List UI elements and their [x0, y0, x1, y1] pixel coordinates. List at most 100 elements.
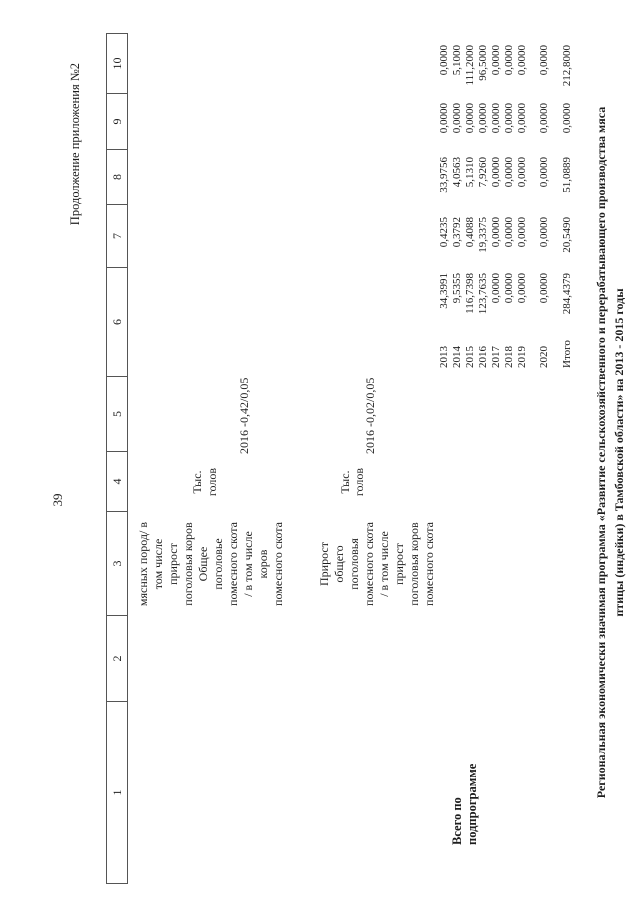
year-row: 2016 123,7635 19,3375 7,9260 0,0000 96,5… — [477, 31, 490, 378]
value-col10: 0,0000 — [503, 45, 515, 76]
value-col7: 0,0000 — [503, 217, 515, 248]
value-col9: 0,0000 — [561, 103, 573, 134]
value-col6: 9,5355 — [451, 273, 463, 304]
value-col6: 284,4379 — [561, 273, 573, 315]
unit-line: Тыс. — [338, 470, 352, 494]
column-header-1: 1 — [106, 701, 128, 884]
value-col7: 0,4088 — [464, 217, 476, 248]
indicator-2-line: помесного скота — [362, 522, 376, 606]
value-col7: 0,0000 — [516, 217, 528, 248]
indicator-2-line: поголовья — [347, 538, 361, 590]
column-header-9: 9 — [106, 93, 128, 150]
indicator-2-line: прирост — [392, 543, 406, 585]
year-row: 2019 0,0000 0,0000 0,0000 0,0000 0,0000 — [516, 31, 529, 378]
value-col8: 0,0000 — [503, 157, 515, 188]
value-col9: 0,0000 — [538, 103, 550, 134]
indicator-1-line: том числе — [151, 538, 165, 590]
indicator-1-line: помесного скота — [271, 522, 285, 606]
value-col7: 0,0000 — [490, 217, 502, 248]
column-header-6: 6 — [106, 267, 128, 377]
value-col6: 0,0000 — [538, 273, 550, 304]
column-header-7: 7 — [106, 204, 128, 268]
value-col6: 34,3991 — [438, 273, 450, 309]
value-col8: 0,0000 — [538, 157, 550, 188]
indicator-1-line: поголовье — [211, 538, 225, 590]
value-col9: 0,0000 — [438, 103, 450, 134]
indicator-1-line: мясных пород/ в — [136, 521, 150, 607]
indicator-1-line: / в том числе — [241, 531, 255, 597]
value-col7: 0,3792 — [451, 217, 463, 248]
value-col7: 0,0000 — [538, 217, 550, 248]
column-header-5: 5 — [106, 376, 128, 452]
value-col10: 0,0000 — [516, 45, 528, 76]
unit-line: голов — [352, 467, 366, 497]
value-col6: 0,0000 — [516, 273, 528, 304]
value-col9: 0,0000 — [477, 103, 489, 134]
subprogram-total-label: Всего по подпрограмме — [450, 764, 479, 845]
indicator-1-line: Общее — [196, 546, 210, 582]
value-col10: 5,1000 — [451, 45, 463, 76]
column-header-2: 2 — [106, 615, 128, 702]
year-row: 2020 0,0000 0,0000 0,0000 0,0000 0,0000 — [538, 31, 551, 378]
column-header-4: 4 — [106, 451, 128, 512]
value-col9: 0,0000 — [464, 103, 476, 134]
year-row: 2017 0,0000 0,0000 0,0000 0,0000 0,0000 — [490, 31, 503, 378]
indicator-2-line: Прирост — [317, 542, 331, 586]
value-col8: 51,0889 — [561, 157, 573, 193]
value-col9: 0,0000 — [490, 103, 502, 134]
indicator-2-line: помесного скота — [422, 522, 436, 606]
program-caption-line: Региональная экономически значимая прогр… — [594, 106, 608, 799]
value-col8: 0,0000 — [516, 157, 528, 188]
subprogram-total-line: Всего по — [450, 797, 464, 845]
continuation-note: Продолжение приложения №2 — [68, 63, 82, 226]
indicator-1-unit: Тыс. голов — [190, 452, 220, 512]
indicator-1-line: коров — [256, 549, 270, 579]
value-col6: 116,7398 — [464, 273, 476, 314]
program-caption: Региональная экономически значимая прогр… — [592, 10, 628, 895]
year-row: 2014 9,5355 0,3792 4,0563 0,0000 5,1000 — [451, 31, 464, 378]
total-row: Итого 284,4379 20,5490 51,0889 0,0000 21… — [561, 31, 574, 378]
value-col7: 0,4235 — [438, 217, 450, 248]
program-caption-line: птицы (индейки) в Тамбовской области» на… — [612, 288, 626, 617]
indicator-2-unit: Тыс. голов — [338, 452, 366, 512]
unit-line: Тыс. — [190, 470, 204, 494]
indicator-2-line: общего — [332, 545, 346, 583]
column-header-3: 3 — [106, 511, 128, 616]
indicator-2-line: поголовья коров — [407, 522, 421, 606]
unit-line: голов — [205, 467, 219, 497]
value-col10: 0,0000 — [490, 45, 502, 76]
value-col6: 123,7635 — [477, 273, 489, 315]
indicator-1-line: поголовья коров — [181, 522, 195, 606]
year-row: 2018 0,0000 0,0000 0,0000 0,0000 0,0000 — [503, 31, 516, 378]
indicator-1-text: мясных пород/ в том числе прирост поголо… — [136, 512, 286, 616]
value-col8: 33,9756 — [438, 157, 450, 193]
value-col10: 96,5000 — [477, 45, 489, 81]
value-col10: 212,8000 — [561, 45, 573, 87]
value-col10: 0,0000 — [538, 45, 550, 76]
value-col6: 0,0000 — [490, 273, 502, 304]
page-number: 39 — [50, 493, 65, 507]
indicator-1-target: 2016 -0,42/0,05 — [237, 377, 251, 454]
value-col8: 5,1310 — [464, 157, 476, 188]
column-header-10: 10 — [106, 33, 128, 94]
subprogram-total-line: подпрограмме — [464, 763, 479, 845]
value-col10: 111,2000 — [464, 45, 476, 86]
year-row: 2015 116,7398 0,4088 5,1310 0,0000 111,2… — [464, 31, 477, 378]
year-row: 2013 34,3991 0,4235 33,9756 0,0000 0,000… — [438, 31, 451, 378]
indicator-2-line: / в том числе — [377, 531, 391, 597]
value-col7: 19,3375 — [477, 217, 489, 253]
value-col8: 7,9260 — [477, 157, 489, 188]
value-col9: 0,0000 — [516, 103, 528, 134]
value-col8: 4,0563 — [451, 157, 463, 188]
value-col10: 0,0000 — [438, 45, 450, 76]
value-col9: 0,0000 — [503, 103, 515, 134]
indicator-1-line: помесного скота — [226, 522, 240, 606]
column-header-8: 8 — [106, 149, 128, 205]
indicator-1-line: прирост — [166, 543, 180, 585]
value-col7: 20,5490 — [561, 217, 573, 253]
value-col9: 0,0000 — [451, 103, 463, 134]
indicator-2-text: Прирост общего поголовья помесного скота… — [317, 512, 437, 616]
value-col8: 0,0000 — [490, 157, 502, 188]
indicator-2-target: 2016 -0,02/0,05 — [363, 377, 377, 454]
